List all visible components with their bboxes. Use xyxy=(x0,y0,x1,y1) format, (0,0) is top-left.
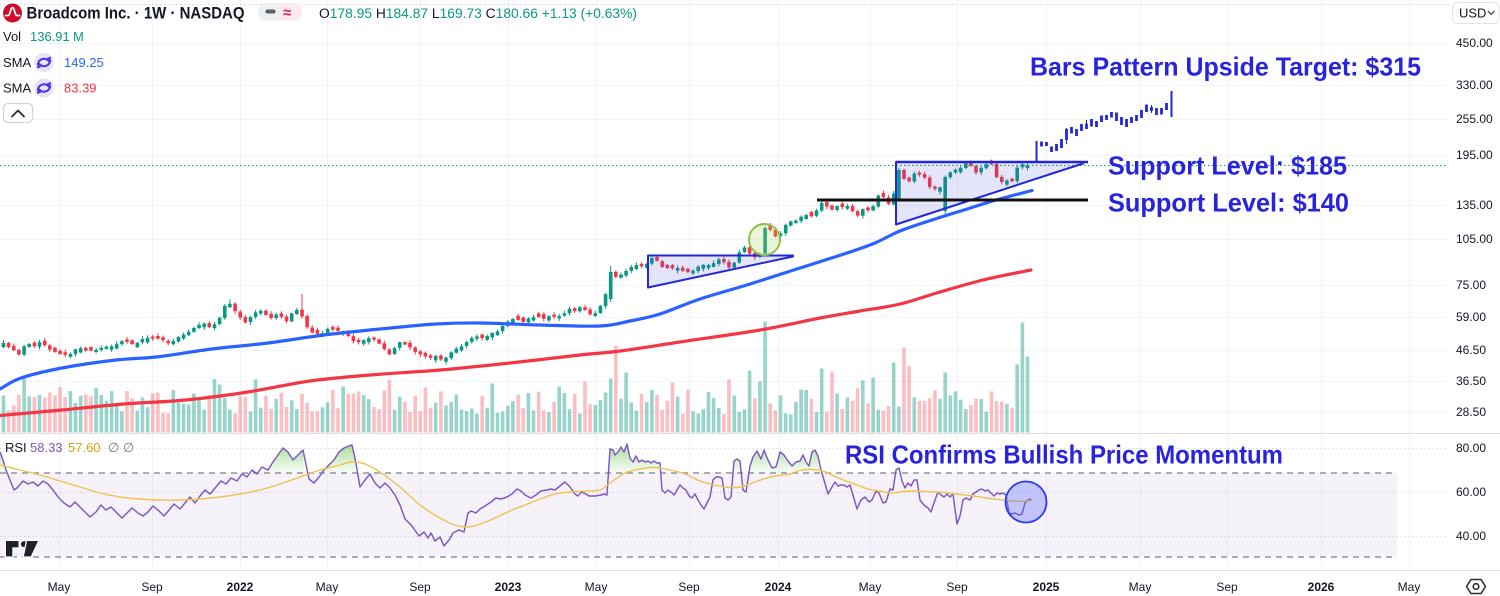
svg-text:83.39: 83.39 xyxy=(64,81,97,96)
svg-text:Bars Pattern Upside Target: $3: Bars Pattern Upside Target: $315 xyxy=(1030,52,1421,82)
svg-text:SMA: SMA xyxy=(3,55,32,70)
svg-text:330.00: 330.00 xyxy=(1456,78,1493,92)
svg-text:255.00: 255.00 xyxy=(1456,112,1493,126)
svg-text:RSI Confirms Bullish Price Mom: RSI Confirms Bullish Price Momentum xyxy=(845,440,1283,470)
svg-text:Sep: Sep xyxy=(141,580,163,594)
svg-text:May: May xyxy=(859,580,882,594)
svg-text:40.00: 40.00 xyxy=(1456,529,1486,543)
svg-text:Vol: Vol xyxy=(3,29,21,44)
svg-text:May: May xyxy=(1398,580,1421,594)
svg-text:∅ ∅: ∅ ∅ xyxy=(108,440,134,455)
svg-text:USD: USD xyxy=(1459,6,1486,21)
svg-text:Sep: Sep xyxy=(678,580,700,594)
svg-text:Sep: Sep xyxy=(1216,580,1238,594)
svg-text:149.25: 149.25 xyxy=(64,55,104,70)
svg-text:May: May xyxy=(585,580,608,594)
svg-text:105.00: 105.00 xyxy=(1456,232,1493,246)
svg-text:136.91: 136.91 xyxy=(30,29,70,44)
svg-text:2025: 2025 xyxy=(1033,580,1060,594)
svg-text:Sep: Sep xyxy=(946,580,968,594)
svg-text:2026: 2026 xyxy=(1308,580,1335,594)
svg-text:450.00: 450.00 xyxy=(1456,36,1493,50)
svg-text:May: May xyxy=(48,580,71,594)
svg-text:60.00: 60.00 xyxy=(1456,485,1486,499)
svg-text:195.00: 195.00 xyxy=(1456,148,1493,162)
svg-text:Broadcom Inc. · 1W · NASDAQ: Broadcom Inc. · 1W · NASDAQ xyxy=(27,5,245,23)
svg-text:36.50: 36.50 xyxy=(1456,374,1486,388)
svg-text:M: M xyxy=(73,29,84,44)
svg-text:RSI: RSI xyxy=(5,440,27,455)
svg-text:≈: ≈ xyxy=(283,5,291,22)
svg-text:May: May xyxy=(1129,580,1152,594)
svg-text:59.00: 59.00 xyxy=(1456,310,1486,324)
svg-text:58.33: 58.33 xyxy=(30,440,63,455)
svg-text:135.00: 135.00 xyxy=(1456,198,1493,212)
svg-text:2023: 2023 xyxy=(495,580,522,594)
svg-text:O178.95 H184.87 L169.73 C180.6: O178.95 H184.87 L169.73 C180.66 +1.13 (+… xyxy=(319,6,637,21)
svg-text:46.50: 46.50 xyxy=(1456,343,1486,357)
svg-text:Support Level: $185: Support Level: $185 xyxy=(1108,151,1347,181)
svg-text:75.00: 75.00 xyxy=(1456,278,1486,292)
svg-text:28.50: 28.50 xyxy=(1456,405,1486,419)
svg-text:2022: 2022 xyxy=(227,580,254,594)
svg-text:Support Level: $140: Support Level: $140 xyxy=(1108,188,1349,218)
svg-text:May: May xyxy=(316,580,339,594)
svg-text:Sep: Sep xyxy=(409,580,431,594)
svg-text:2024: 2024 xyxy=(765,580,792,594)
svg-text:57.60: 57.60 xyxy=(68,440,101,455)
svg-text:80.00: 80.00 xyxy=(1456,441,1486,455)
svg-text:SMA: SMA xyxy=(3,81,32,96)
